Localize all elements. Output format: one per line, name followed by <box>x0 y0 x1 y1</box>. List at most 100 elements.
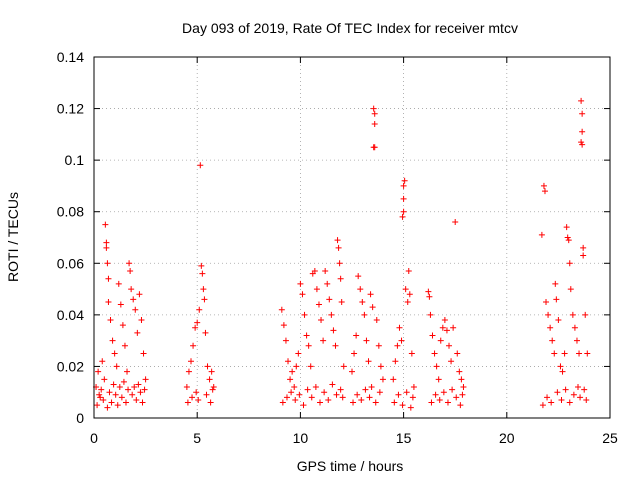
data-point <box>363 337 370 344</box>
data-point <box>361 311 368 318</box>
data-point <box>195 396 202 403</box>
data-point <box>126 260 133 267</box>
data-point <box>283 394 290 401</box>
data-point <box>299 291 306 298</box>
data-point <box>291 384 298 391</box>
data-point <box>337 275 344 282</box>
data-point <box>328 311 335 318</box>
data-point <box>554 389 561 396</box>
data-point <box>376 389 383 396</box>
data-point <box>103 239 110 246</box>
data-point <box>338 298 345 305</box>
data-point <box>107 317 114 324</box>
data-point <box>125 386 132 393</box>
data-point <box>189 394 196 401</box>
y-tick-label: 0.06 <box>57 255 84 271</box>
data-point <box>375 342 382 349</box>
data-point <box>339 394 346 401</box>
data-point <box>395 391 402 398</box>
data-point <box>184 399 191 406</box>
data-point <box>400 208 407 215</box>
data-point <box>582 311 589 318</box>
data-point <box>198 262 205 269</box>
data-point <box>557 363 564 370</box>
data-point <box>117 301 124 308</box>
data-point <box>432 391 439 398</box>
plot-frame <box>93 56 611 419</box>
data-point <box>581 386 588 393</box>
data-point <box>583 396 590 403</box>
data-point <box>130 296 137 303</box>
data-point <box>431 350 438 357</box>
data-point <box>124 368 131 375</box>
data-point <box>576 350 583 357</box>
data-point <box>577 394 584 401</box>
data-point <box>317 399 324 406</box>
data-point <box>208 368 215 375</box>
data-point <box>449 386 456 393</box>
data-point <box>98 386 105 393</box>
data-point <box>197 162 204 169</box>
data-point <box>293 363 300 370</box>
data-point <box>541 188 548 195</box>
data-point <box>429 332 436 339</box>
data-point <box>330 327 337 334</box>
data-point <box>547 324 554 331</box>
data-point <box>578 139 585 146</box>
data-point <box>99 358 106 365</box>
data-point <box>120 378 127 385</box>
data-point <box>441 317 448 324</box>
data-point <box>410 384 417 391</box>
data-point <box>373 317 380 324</box>
data-point <box>292 396 299 403</box>
data-point <box>295 350 302 357</box>
data-point <box>114 402 121 409</box>
data-point <box>408 350 415 357</box>
data-point <box>578 97 585 104</box>
data-point <box>325 396 332 403</box>
data-point <box>132 306 139 313</box>
data-point <box>194 319 201 326</box>
data-point <box>551 350 558 357</box>
data-point <box>460 384 467 391</box>
data-point <box>452 219 459 226</box>
data-point <box>313 286 320 293</box>
data-point <box>308 394 315 401</box>
y-tick-label: 0.12 <box>57 101 84 117</box>
data-point <box>559 368 566 375</box>
data-point <box>357 286 364 293</box>
data-point <box>110 381 117 388</box>
y-axis-label: ROTI / TECUs <box>5 192 21 282</box>
data-point <box>579 141 586 148</box>
data-point <box>137 389 144 396</box>
data-point <box>394 342 401 349</box>
data-point <box>562 386 569 393</box>
data-point <box>425 288 432 295</box>
data-point <box>321 389 328 396</box>
data-point <box>105 275 112 282</box>
data-point <box>555 317 562 324</box>
data-point <box>121 342 128 349</box>
data-point <box>320 337 327 344</box>
data-point <box>540 182 547 189</box>
data-point <box>349 368 355 375</box>
data-point <box>458 376 465 383</box>
data-point <box>459 391 466 398</box>
data-point <box>399 213 406 220</box>
data-point <box>96 391 103 398</box>
data-point <box>569 311 576 318</box>
data-point <box>563 224 570 231</box>
data-point <box>201 296 208 303</box>
data-point <box>558 396 565 403</box>
data-point <box>199 270 206 277</box>
data-point <box>433 363 440 370</box>
data-point <box>100 396 107 403</box>
y-tick-label: 0 <box>76 410 84 426</box>
data-point <box>134 329 141 336</box>
data-point <box>405 268 412 275</box>
data-point <box>303 332 310 339</box>
data-point <box>369 304 376 311</box>
data-point <box>403 389 410 396</box>
data-point <box>102 221 109 228</box>
data-point <box>142 376 149 383</box>
